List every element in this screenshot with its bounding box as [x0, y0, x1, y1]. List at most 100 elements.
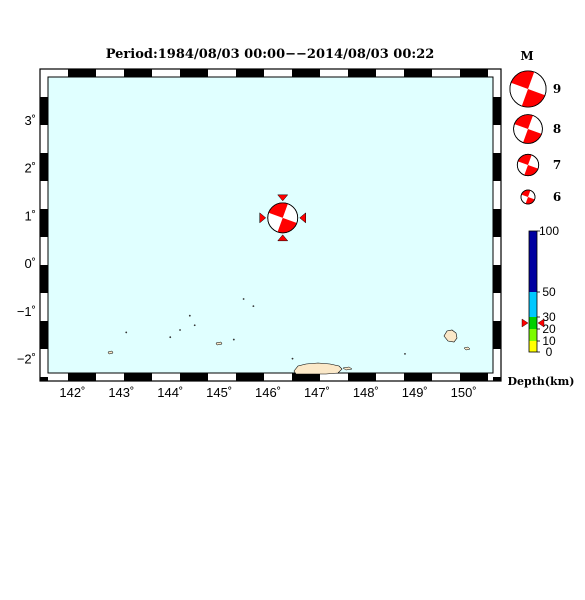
latitude-tick-label: 1˚ — [24, 208, 36, 223]
beachball-compression-quadrant — [521, 89, 546, 108]
frame-tick — [40, 265, 48, 293]
islet — [463, 346, 471, 351]
frame-tick — [493, 209, 501, 237]
beachball-compression-quadrant — [523, 129, 542, 144]
axis-marker — [277, 234, 289, 242]
beachball-compression-quadrant — [277, 217, 297, 233]
islet-dot — [232, 338, 235, 341]
longitude-tick-label: 150˚ — [451, 385, 477, 400]
islet — [107, 350, 114, 355]
beachball-border — [513, 114, 543, 144]
frame-tick — [460, 69, 488, 77]
frame-tick — [180, 69, 208, 77]
frame-tick — [40, 97, 48, 125]
frame-border — [39, 68, 502, 382]
longitude-tick-label: 142˚ — [59, 385, 85, 400]
map-title: Period:1984/08/03 00:00−−2014/08/03 00:2… — [106, 47, 435, 62]
latitude-labels: 3˚ 2˚ 1˚ 0˚ −1˚ −2˚ — [17, 113, 36, 367]
axis-marker — [259, 212, 267, 224]
islet-dots — [125, 298, 406, 360]
frame-tick — [40, 321, 48, 349]
longitude-labels: 142˚ 143˚ 144˚ 145˚ 146˚ 147˚ 148˚ 149˚ 150˚ — [59, 385, 476, 400]
latitude-tick-label: −2˚ — [17, 352, 36, 367]
frame-tick — [404, 69, 432, 77]
beachball-border — [520, 189, 536, 205]
depth-color-segment — [529, 231, 537, 292]
frame-tick — [292, 373, 320, 381]
magnitude-legend-label: 9 — [553, 82, 561, 96]
islet-dot — [179, 329, 181, 331]
islet-dot — [242, 298, 245, 300]
magnitude-legend: 9 8 7 6 — [509, 70, 561, 205]
beachball-border — [516, 153, 540, 177]
depth-color-segment — [529, 329, 537, 341]
islet-dot — [291, 357, 294, 360]
magnitude-legend-title: M — [520, 49, 533, 63]
frame-tick — [124, 373, 152, 381]
depth-marker — [521, 318, 529, 328]
earthquake-beachball[interactable] — [259, 194, 306, 242]
islet-dot — [404, 353, 406, 355]
depth-color-segment — [529, 292, 537, 317]
islet-dot — [125, 331, 128, 334]
beachball-compression-quadrant — [510, 70, 535, 89]
frame-tick — [493, 321, 501, 349]
frame-tick — [40, 153, 48, 181]
frame-tick — [460, 373, 488, 381]
land-group — [107, 329, 471, 375]
depth-colorbar-border — [528, 230, 538, 353]
longitude-tick-label: 145˚ — [206, 385, 232, 400]
magnitude-legend-item: 6 — [520, 189, 561, 205]
frame-tick — [404, 373, 432, 381]
magnitude-legend-label: 8 — [553, 122, 561, 136]
axis-marker — [299, 212, 306, 224]
islet — [342, 366, 353, 371]
depth-tick-label: 0 — [546, 345, 553, 359]
depth-tick-label: 50 — [542, 285, 556, 299]
longitude-tick-label: 147˚ — [304, 385, 330, 400]
island-new-britain-tip — [443, 329, 458, 343]
magnitude-legend-item: 8 — [513, 114, 561, 144]
islet — [215, 341, 223, 346]
depth-marker — [537, 318, 545, 328]
magnitude-legend-item: 7 — [516, 153, 561, 177]
axis-marker — [277, 194, 289, 202]
frame-tick — [493, 97, 501, 125]
depth-color-segment — [529, 317, 537, 329]
longitude-tick-label: 146˚ — [255, 385, 281, 400]
beachball-border — [267, 202, 299, 234]
longitude-tick-label: 143˚ — [108, 385, 134, 400]
latitude-tick-label: 0˚ — [24, 256, 36, 271]
depth-scale-title: Depth(km) — [508, 375, 575, 388]
frame-tick — [236, 69, 264, 77]
depth-color-segment — [529, 341, 537, 352]
frame-tick — [493, 265, 501, 293]
island-new-ireland — [293, 362, 343, 375]
frame-tick — [493, 153, 501, 181]
frame-tick — [348, 373, 376, 381]
islet-dot — [169, 336, 172, 339]
beachball-compression-quadrant — [514, 114, 533, 129]
frame-tick — [292, 69, 320, 77]
frame-tick — [236, 373, 264, 381]
frame-ticks — [39, 68, 502, 382]
frame-tick — [68, 69, 96, 77]
frame-tick — [493, 377, 501, 381]
depth-tick-label: 10 — [542, 334, 556, 348]
islet-dot — [188, 314, 191, 317]
frame-tick — [40, 209, 48, 237]
latitude-tick-label: −1˚ — [17, 304, 36, 319]
frame-tick — [348, 69, 376, 77]
islet-dot — [193, 324, 196, 327]
frame-tick — [68, 373, 96, 381]
latitude-tick-label: 2˚ — [24, 161, 36, 176]
depth-tick-label: 20 — [542, 322, 556, 336]
frame-tick — [180, 373, 208, 381]
islet-dot — [252, 305, 255, 308]
magnitude-legend-item: 9 — [509, 70, 561, 108]
beachball-compression-quadrant — [268, 202, 288, 218]
magnitude-legend-label: 7 — [553, 158, 561, 172]
latitude-tick-label: 3˚ — [24, 113, 36, 128]
